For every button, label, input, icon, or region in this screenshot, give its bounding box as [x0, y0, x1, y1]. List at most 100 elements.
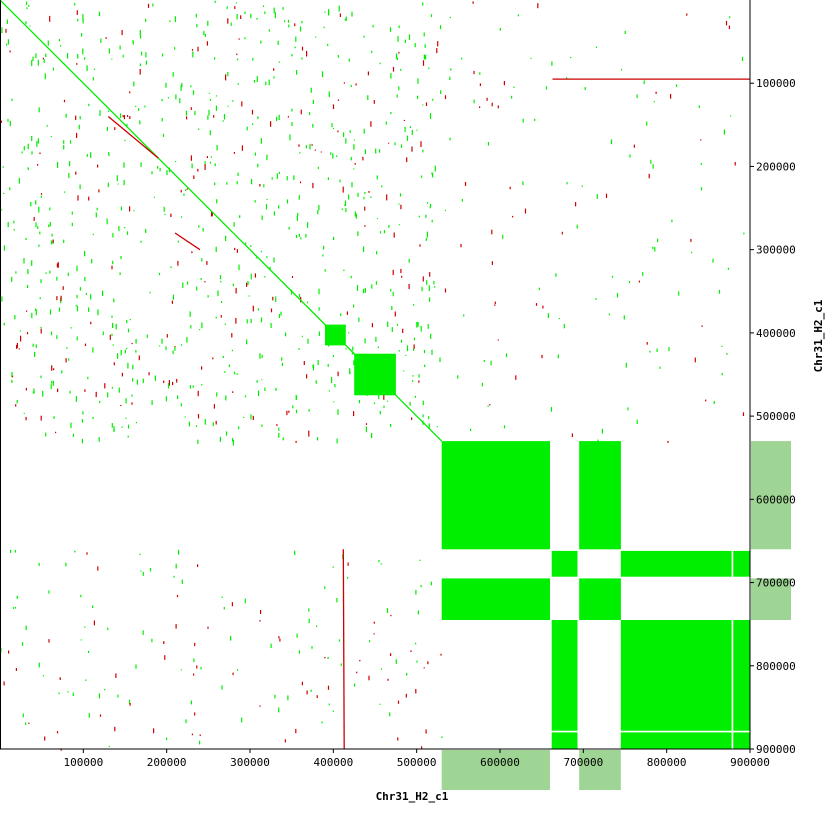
noise-dot — [367, 71, 369, 76]
noise-dot — [52, 380, 54, 386]
noise-dot — [345, 16, 347, 21]
noise-dot — [225, 235, 227, 241]
noise-dot — [256, 17, 258, 20]
noise-dot — [58, 692, 60, 695]
noise-dot — [44, 73, 46, 80]
y-tick-label: 200000 — [756, 160, 796, 173]
noise-dot — [425, 237, 427, 241]
noise-dot — [479, 72, 481, 75]
noise-dot — [350, 156, 352, 161]
noise-dot — [135, 338, 137, 344]
noise-dot — [332, 153, 334, 159]
noise-dot — [351, 352, 353, 355]
noise-dot — [191, 163, 193, 169]
noise-dot — [298, 650, 301, 654]
noise-dot — [431, 172, 433, 175]
noise-dot — [406, 157, 408, 163]
noise-dot — [431, 349, 433, 355]
noise-dot — [172, 294, 174, 300]
noise-dot — [199, 740, 201, 745]
noise-dot — [252, 58, 254, 61]
noise-dot — [211, 211, 213, 217]
x-tick-label: 200000 — [147, 756, 187, 769]
noise-dot — [726, 353, 728, 355]
noise-dot — [427, 324, 429, 329]
noise-dot — [430, 333, 432, 339]
noise-dot — [22, 713, 24, 718]
noise-dot — [165, 396, 167, 402]
noise-dot — [93, 620, 95, 626]
noise-dot — [376, 218, 379, 220]
noise-dot — [238, 426, 240, 430]
noise-dot — [535, 303, 538, 306]
noise-dot — [479, 83, 481, 86]
noise-dot — [398, 203, 400, 205]
noise-dot — [423, 32, 425, 37]
noise-dot — [328, 703, 330, 706]
noise-dot — [76, 63, 78, 65]
noise-dot — [667, 440, 669, 443]
noise-dot — [234, 6, 236, 9]
noise-dot — [337, 371, 339, 377]
noise-dot — [81, 419, 83, 423]
noise-dot — [364, 192, 366, 195]
noise-dot — [425, 102, 428, 106]
noise-dot — [152, 3, 154, 7]
noise-dot — [293, 175, 295, 181]
noise-dot — [72, 692, 74, 696]
noise-dot — [260, 317, 263, 323]
noise-dot — [251, 179, 253, 185]
noise-dot — [343, 82, 345, 84]
noise-dot — [126, 123, 128, 126]
noise-dot — [31, 312, 33, 319]
noise-dot — [207, 20, 209, 26]
noise-dot — [153, 728, 155, 734]
noise-dot — [281, 357, 283, 361]
noise-dot — [13, 229, 15, 231]
noise-dot — [35, 53, 37, 59]
noise-dot — [270, 121, 272, 127]
noise-dot — [417, 78, 419, 84]
noise-dot — [202, 228, 204, 232]
noise-dot — [671, 219, 673, 223]
noise-dot — [111, 315, 113, 318]
noise-dot — [127, 362, 129, 369]
noise-dot — [163, 206, 165, 212]
noise-dot — [408, 259, 410, 263]
noise-dot — [511, 95, 513, 99]
noise-dot — [1, 27, 3, 34]
noise-dot — [31, 60, 33, 66]
noise-dot — [151, 400, 153, 405]
noise-dot — [299, 152, 301, 154]
noise-dot — [124, 349, 126, 354]
noise-dot — [323, 245, 325, 250]
noise-dot — [145, 52, 147, 58]
noise-dot — [16, 345, 18, 349]
noise-dot — [208, 92, 210, 94]
noise-dot — [88, 196, 90, 201]
noise-dot — [190, 155, 192, 161]
noise-dot — [371, 433, 373, 439]
noise-dot — [278, 171, 280, 174]
noise-dot — [545, 86, 548, 90]
noise-dot — [227, 18, 229, 24]
noise-dot — [159, 345, 161, 347]
noise-dot — [287, 695, 289, 701]
noise-dot — [241, 145, 243, 151]
noise-dot — [254, 200, 256, 203]
noise-dot — [53, 368, 55, 371]
noise-dot — [359, 659, 361, 662]
noise-dot — [228, 364, 230, 367]
noise-dot — [21, 151, 23, 154]
noise-dot — [643, 80, 645, 85]
noise-dot — [194, 642, 196, 647]
noise-dot — [192, 51, 194, 58]
noise-dot — [461, 57, 463, 60]
noise-dot — [111, 423, 113, 428]
noise-dot — [494, 304, 496, 306]
noise-dot — [34, 351, 36, 357]
noise-dot — [278, 432, 280, 438]
noise-dot — [112, 322, 114, 328]
noise-dot — [308, 618, 310, 624]
noise-dot — [177, 240, 179, 243]
